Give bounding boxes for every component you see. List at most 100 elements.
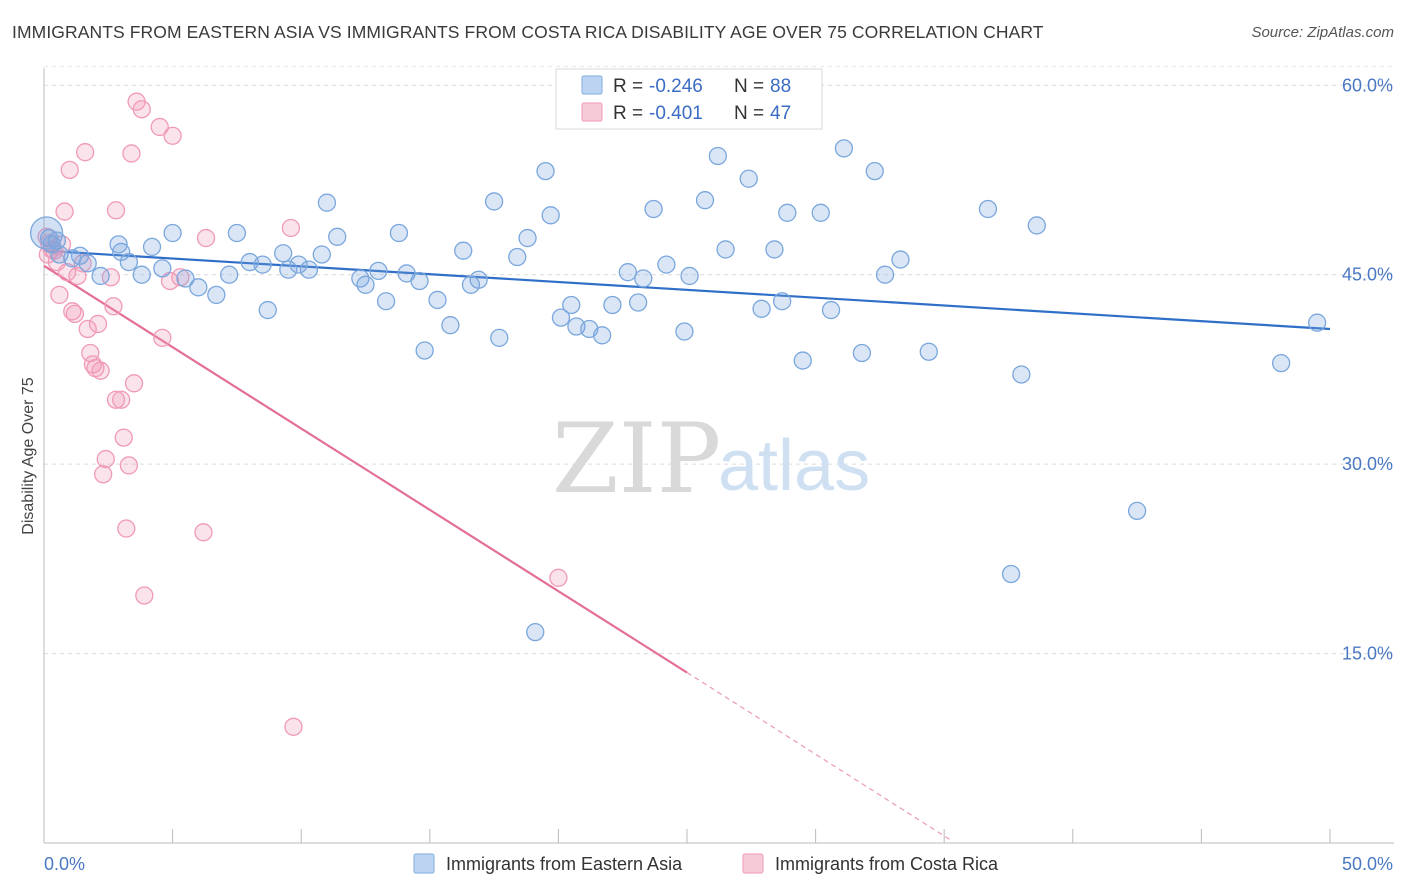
data-points [29,92,1327,736]
tick-labels: 15.0% 30.0% 45.0% 60.0% 0.0% 50.0% [44,75,1393,874]
data-point [526,622,545,642]
data-point [207,285,226,305]
data-point [150,117,169,137]
data-point [119,252,139,272]
data-point [680,266,699,286]
data-point [1001,564,1021,584]
data-point [299,260,319,279]
data-point [106,390,126,409]
data-point [258,300,277,320]
bottom-legend-swatch [413,853,435,874]
x-tick-label: 0.0% [44,854,85,874]
legend-r-value: -0.246 [649,76,703,97]
data-point [739,169,758,188]
data-point [132,265,151,284]
data-point [376,292,396,311]
data-point [628,293,648,312]
data-point [112,390,131,409]
data-point [96,449,115,469]
legend-r-label: R = [613,76,643,97]
legend-r-value: -0.401 [649,103,703,124]
data-point [793,351,812,370]
data-point [778,203,797,222]
data-point [312,245,331,264]
data-point [618,263,637,282]
y-tick-label: 45.0% [1342,265,1393,285]
data-point [114,428,133,447]
data-point [369,261,388,281]
data-point [644,199,663,219]
data-point [88,314,108,334]
data-point [163,223,182,243]
y-axis-label: Disability Age Over 75 [20,377,37,535]
data-point [153,259,172,278]
data-point [227,223,247,243]
data-point [675,322,694,341]
data-point [50,285,69,305]
data-point [454,241,473,260]
data-point [117,519,136,538]
data-point [490,328,509,347]
data-point [104,297,123,316]
legend-swatch [581,75,603,95]
data-point [70,246,90,265]
data-point [695,191,715,210]
data-point [821,300,841,320]
bottom-legend: Immigrants from Eastern Asia Immigrants f… [413,853,999,874]
data-point [78,319,97,339]
trend-line-eastern-asia [43,249,1331,331]
y-tick-label: 15.0% [1342,644,1393,664]
watermark-atlas: atlas [718,426,870,506]
data-point [1012,365,1031,384]
data-point [592,326,612,345]
data-point [163,126,182,145]
axes [43,68,1394,844]
data-point [274,244,293,263]
data-point [773,292,792,311]
y-tick-label: 60.0% [1342,75,1393,95]
data-point [875,265,895,284]
bottom-legend-label: Immigrants from Costa Rica [775,854,999,874]
data-point [76,143,95,162]
data-point [132,100,151,119]
data-point [253,255,272,274]
data-point [415,341,434,360]
legend-swatch [581,102,603,122]
data-point [1027,216,1046,235]
data-point [752,299,771,318]
data-point [194,523,213,542]
data-point [135,586,154,605]
data-point [716,240,735,259]
data-point [428,290,447,310]
data-point [410,271,429,291]
data-point [891,250,910,269]
data-point [106,201,126,220]
data-point [317,193,337,212]
y-tick-label: 30.0% [1342,454,1393,474]
data-point [865,161,884,181]
data-point [834,139,854,158]
data-point [279,260,298,279]
data-point [189,278,208,297]
data-point [811,203,830,222]
data-point [91,361,110,380]
data-point [289,255,308,274]
data-point [220,265,239,284]
legend-box: R = -0.246 N = 88 R = -0.401 N = 47 [555,68,823,130]
data-point [551,308,571,327]
data-point [153,328,172,347]
legend-n-label: N = [734,103,764,124]
data-point [852,343,872,363]
data-point [57,263,77,282]
data-point [919,342,938,361]
data-point [1271,353,1291,373]
data-point [603,295,622,315]
data-point [536,161,555,181]
data-point [124,374,144,393]
data-point [281,218,301,238]
bottom-legend-label: Immigrants from Eastern Asia [446,854,683,874]
data-point [176,269,195,288]
legend-r-label: R = [613,103,643,124]
data-point [63,302,82,321]
data-point [122,144,141,163]
